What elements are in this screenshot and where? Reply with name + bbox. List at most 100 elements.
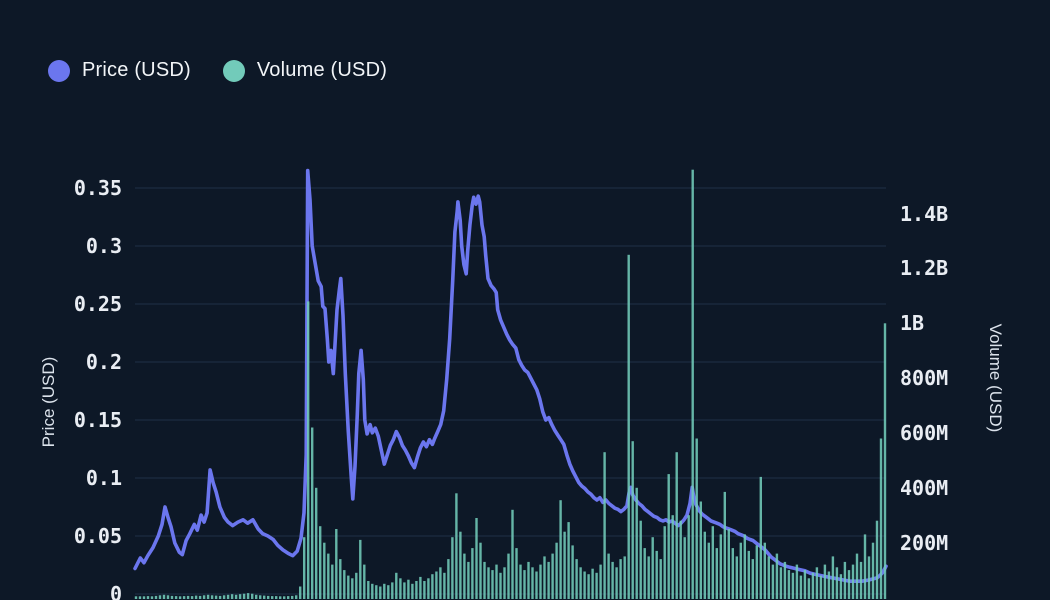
volume-series-dot-icon xyxy=(222,59,245,82)
volume-bar xyxy=(150,596,154,599)
volume-bar xyxy=(162,594,166,599)
legend-item-price[interactable]: Price (USD) xyxy=(48,59,191,82)
volume-bar xyxy=(355,572,358,599)
volume-bar xyxy=(735,556,738,599)
volume-bar xyxy=(499,572,502,599)
volume-bar xyxy=(631,441,634,599)
volume-bar xyxy=(651,537,654,599)
volume-bar xyxy=(142,596,146,599)
volume-bar xyxy=(579,567,582,599)
volume-bar xyxy=(371,583,374,599)
volume-bar xyxy=(755,545,758,599)
volume-tick-label: 1B xyxy=(900,311,925,336)
volume-bar xyxy=(555,542,558,599)
volume-bar xyxy=(635,487,638,599)
volume-bar xyxy=(379,586,382,599)
volume-bar xyxy=(263,595,266,599)
volume-bar xyxy=(303,537,306,599)
volume-bar xyxy=(807,578,811,599)
volume-bar xyxy=(619,559,622,599)
volume-bar xyxy=(226,594,230,599)
volume-bar xyxy=(178,596,182,599)
volume-bar xyxy=(827,571,831,599)
volume-bar xyxy=(411,583,414,599)
volume-bar xyxy=(791,572,795,599)
volume-bar xyxy=(715,548,718,599)
volume-bar xyxy=(739,542,742,599)
volume-bar xyxy=(727,529,730,599)
volume-bar xyxy=(859,561,863,599)
volume-bar xyxy=(359,539,362,599)
volume-bar xyxy=(311,427,314,599)
price-tick-label: 0.25 xyxy=(73,292,122,316)
volume-bar xyxy=(815,567,819,599)
volume-bar xyxy=(431,574,434,599)
volume-bar xyxy=(234,594,238,599)
volume-bar xyxy=(407,579,410,599)
volume-bar xyxy=(547,561,550,599)
volume-bar xyxy=(527,561,530,599)
volume-bar xyxy=(851,564,855,599)
volume-bar xyxy=(419,576,422,599)
volume-bar xyxy=(291,595,294,599)
legend-item-volume[interactable]: Volume (USD) xyxy=(222,59,387,82)
volume-bar xyxy=(743,534,746,599)
volume-bar xyxy=(395,572,398,599)
volume-bar xyxy=(731,548,734,599)
volume-bar xyxy=(399,578,402,599)
volume-bar xyxy=(206,594,210,599)
volume-bar xyxy=(255,594,258,599)
volume-bar xyxy=(367,581,370,599)
volume-bar xyxy=(439,567,442,599)
volume-bar xyxy=(683,537,686,599)
volume-bar xyxy=(831,556,835,599)
volume-bar xyxy=(567,522,570,599)
volume-bar xyxy=(723,491,726,599)
volume-bar xyxy=(771,564,775,599)
volume-bar xyxy=(591,568,594,599)
volume-bar xyxy=(595,572,598,599)
volume-bar xyxy=(299,586,302,599)
volume-bar xyxy=(287,596,290,599)
volume-bar xyxy=(387,585,390,599)
volume-bar xyxy=(451,537,454,599)
volume-bar xyxy=(391,582,394,599)
volume-bar xyxy=(823,564,827,599)
volume-bar xyxy=(811,572,815,599)
volume-tick-label: 1.4B xyxy=(900,201,949,226)
volume-tick-label: 800M xyxy=(900,366,949,391)
volume-bar xyxy=(146,596,150,599)
volume-bar xyxy=(475,518,478,599)
volume-bar xyxy=(515,548,518,599)
volume-bar xyxy=(795,564,799,599)
volume-bar xyxy=(767,556,770,599)
volume-bar xyxy=(483,561,486,599)
volume-bar xyxy=(271,596,274,599)
volume-bar xyxy=(643,548,646,599)
volume-bar xyxy=(343,570,346,599)
volume-bar xyxy=(487,567,490,599)
volume-bar xyxy=(323,542,326,599)
volume-bar xyxy=(583,571,586,599)
volume-bar xyxy=(711,526,714,599)
legend-label-price: Price (USD) xyxy=(82,59,191,81)
volume-bar xyxy=(182,596,186,599)
volume-bar xyxy=(799,575,803,599)
volume-bar xyxy=(479,542,482,599)
volume-bar xyxy=(335,529,338,599)
volume-bar xyxy=(190,596,194,599)
volume-bar xyxy=(491,570,494,599)
volume-bar xyxy=(347,575,350,599)
volume-bar xyxy=(803,570,807,599)
volume-bar xyxy=(319,526,322,599)
volume-bar xyxy=(575,559,578,599)
volume-bar xyxy=(871,542,875,599)
volume-bar xyxy=(246,593,250,599)
volume-bar xyxy=(315,487,318,599)
volume-bar xyxy=(687,515,690,599)
volume-bar xyxy=(647,556,650,599)
volume-bar xyxy=(639,520,642,599)
volume-bar xyxy=(519,564,522,599)
price-tick-label: 0.35 xyxy=(73,176,122,200)
